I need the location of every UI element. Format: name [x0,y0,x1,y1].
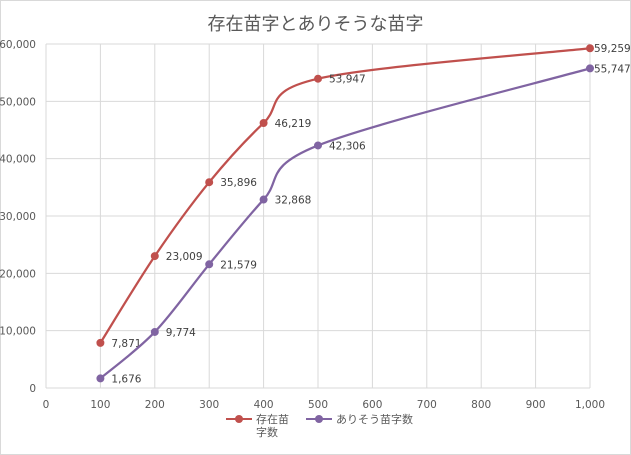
y-tick-label: 40,000 [0,154,36,166]
x-tick-label: 900 [526,399,546,411]
data-point [205,260,214,269]
y-tick-label: 50,000 [0,96,36,108]
series-line-0 [99,47,591,344]
data-point [259,119,268,128]
y-tick-label: 60,000 [0,39,36,51]
x-tick-label: 200 [145,399,165,411]
legend-swatch-existing [226,413,252,425]
data-label: 32,868 [275,195,312,207]
chart-title: 存在苗字とありそうな苗字 [207,14,424,35]
data-label: 46,219 [275,118,312,130]
y-tick-label: 20,000 [0,268,36,280]
x-tick-label: 800 [471,399,491,411]
y-tick-label: 30,000 [0,211,36,223]
data-label: 55,747 [594,63,631,75]
data-point [586,44,594,53]
data-point [150,252,159,261]
x-tick-label: 0 [43,399,50,411]
x-tick-label: 100 [90,399,110,411]
data-point [259,195,268,204]
legend-label: ありそう苗字数 [336,413,413,426]
data-label: 21,579 [220,259,257,271]
x-tick-label: 600 [362,399,382,411]
y-tick-label: 10,000 [0,326,36,338]
data-point [314,74,322,83]
data-label: 59,259 [594,43,631,55]
data-label: 9,774 [166,327,196,339]
legend: 存在苗字数 ありそう苗字数 [0,413,631,447]
data-point [586,64,594,73]
x-tick-label: 700 [417,399,437,411]
data-point [314,141,322,150]
y-tick-label: 0 [29,383,36,395]
data-label: 23,009 [166,251,203,263]
data-label: 42,306 [329,140,366,152]
data-label: 35,896 [220,177,257,189]
legend-swatch-plausible [306,413,332,425]
data-label: 7,871 [111,338,141,350]
x-tick-label: 400 [254,399,274,411]
x-tick-label: 300 [199,399,219,411]
legend-label: 存在苗字数 [256,413,289,439]
legend-item-plausible-surnames: ありそう苗字数 [306,413,413,426]
data-point [150,327,159,336]
data-point [96,374,105,383]
x-tick-label: 500 [308,399,328,411]
data-point [205,178,214,187]
legend-item-existing-surnames: 存在苗字数 [226,413,298,439]
data-label: 1,676 [111,373,141,385]
x-tick-label: 1,000 [575,399,605,411]
data-label: 53,947 [329,74,366,86]
data-point [96,338,105,347]
